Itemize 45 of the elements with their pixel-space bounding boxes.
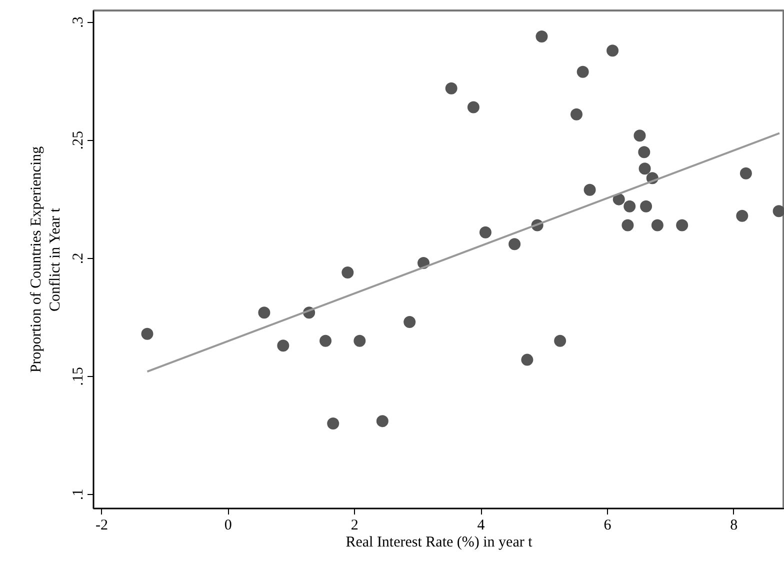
x-tick-label: 8 [730,518,738,534]
point [536,30,548,42]
point [258,306,270,319]
point [327,418,340,430]
point [554,334,566,347]
y-tick-label: .3 [70,16,86,28]
x-tick-label: -2 [95,518,108,534]
point [612,193,625,206]
x-axis-title: Real Interest Rate (%) in year t [346,534,534,550]
point [354,334,366,347]
point [320,334,332,347]
point [640,200,652,212]
y-tick-label: .2 [70,252,86,264]
point [376,415,388,428]
point [508,238,521,250]
point [634,130,646,142]
x-tick-label: 6 [604,518,612,534]
y-tick-label: .1 [70,488,86,500]
point [445,82,458,94]
y-tick-label: .25 [70,130,86,150]
point [521,354,534,366]
point [606,44,619,57]
point [676,219,688,232]
point [141,328,154,340]
x-tick-label: 0 [224,518,232,534]
point [404,316,416,328]
y-axis-title: Proportion of Countries Experiencing Conflict in Year t [28,146,64,373]
point [736,210,748,222]
point [584,184,596,196]
point [277,340,290,352]
y-tick-label: .15 [70,366,86,386]
x-tick-label: 4 [477,518,486,534]
point [740,167,752,180]
point [624,200,636,212]
point [651,219,664,232]
point [622,219,634,232]
point [638,162,651,175]
point [772,205,784,218]
point [342,266,354,278]
point [638,146,650,158]
point [570,108,583,120]
x-tick-label: 2 [350,518,358,534]
point [479,226,492,238]
point [576,66,589,78]
point [467,101,480,114]
